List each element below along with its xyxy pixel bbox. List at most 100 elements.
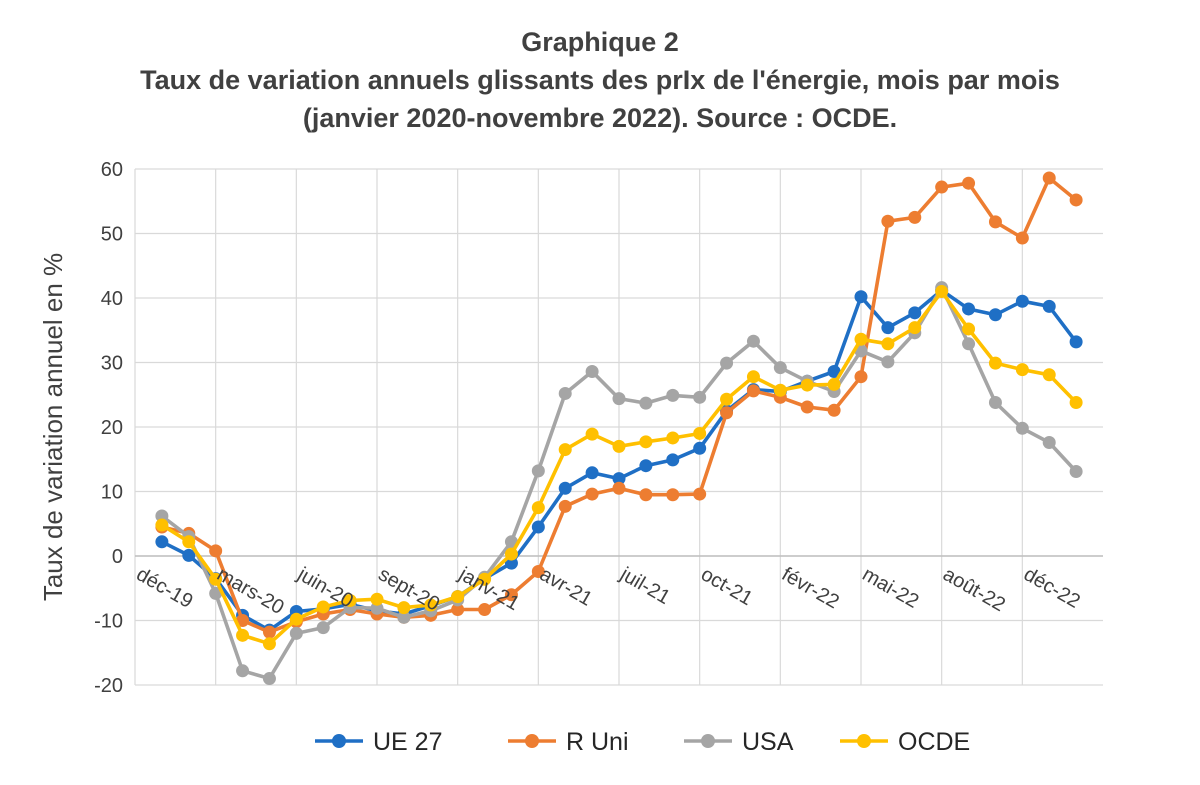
data-point-r-uni [531, 564, 545, 578]
data-point-ue-27 [666, 453, 680, 467]
data-point-r-uni [988, 215, 1002, 229]
legend-label-usa: USA [742, 728, 794, 756]
data-point-r-uni [666, 488, 680, 502]
data-point-ocde [1015, 363, 1029, 377]
data-point-ue-27 [504, 556, 518, 570]
data-point-ue-27 [988, 308, 1002, 322]
legend-marker-usa [701, 734, 715, 748]
data-point-r-uni [908, 210, 922, 224]
data-point-usa [585, 365, 599, 379]
data-point-ue-27 [827, 365, 841, 379]
data-point-ue-27 [1069, 335, 1083, 349]
data-point-r-uni [236, 614, 250, 627]
data-point-ue-27 [182, 548, 196, 562]
data-point-ue-27 [612, 472, 626, 486]
data-point-ue-27 [558, 481, 572, 495]
chart-title-line-2: Taux de variation annuels glissants des … [140, 65, 1060, 95]
data-point-r-uni [451, 603, 465, 617]
data-point-usa [236, 664, 250, 678]
data-point-r-uni [746, 384, 760, 398]
data-point-ue-27 [1042, 299, 1056, 313]
data-point-ue-27 [639, 459, 653, 473]
data-point-usa [881, 355, 895, 369]
data-point-ocde [962, 322, 976, 336]
data-point-ocde [693, 426, 707, 440]
y-tick-label: 20 [101, 417, 123, 439]
data-point-r-uni [478, 603, 492, 617]
data-point-ue-27 [881, 321, 895, 335]
y-tick-label: 40 [101, 288, 123, 310]
data-point-r-uni [558, 499, 572, 513]
data-point-ocde [881, 337, 895, 351]
data-point-usa [397, 610, 411, 624]
data-point-usa [693, 390, 707, 404]
y-tick-labels: -20 -10 0 10 20 30 40 50 60 [94, 159, 123, 697]
data-point-ocde [988, 356, 1002, 370]
data-point-r-uni [209, 544, 223, 558]
data-point-ocde [827, 377, 841, 391]
data-point-usa [262, 672, 276, 686]
legend-marker-ue-27 [332, 734, 346, 748]
data-point-ocde [343, 594, 357, 608]
data-point-r-uni [962, 176, 976, 190]
y-axis-title: Taux de variation annuel en % [38, 253, 68, 601]
data-point-usa [746, 334, 760, 348]
data-point-r-uni [1015, 231, 1029, 245]
data-point-r-uni [693, 487, 707, 501]
data-point-ocde [424, 598, 438, 612]
legend-label-r-uni: R Uni [566, 728, 629, 756]
data-point-ocde [478, 572, 492, 586]
data-point-r-uni [935, 180, 949, 194]
data-point-usa [558, 386, 572, 400]
data-point-r-uni [881, 214, 895, 228]
data-point-usa [1042, 435, 1056, 449]
data-point-usa [639, 396, 653, 410]
y-tick-label: 10 [101, 482, 123, 504]
x-tick-label: mai-22 [859, 563, 923, 613]
data-point-ocde [182, 535, 196, 549]
data-point-ocde [935, 285, 949, 299]
data-point-ocde [720, 392, 734, 406]
data-point-ocde [370, 592, 384, 606]
data-point-ue-27 [531, 520, 545, 534]
data-point-ocde [531, 501, 545, 515]
data-point-ocde [1042, 368, 1056, 382]
x-tick-label: oct-21 [697, 563, 756, 610]
data-point-ocde [908, 321, 922, 335]
y-tick-label: 30 [101, 353, 123, 375]
legend-marker-ocde [857, 734, 871, 748]
data-point-r-uni [639, 488, 653, 502]
data-point-ue-27 [908, 306, 922, 320]
y-tick-label: -20 [94, 675, 123, 697]
data-point-r-uni [827, 403, 841, 417]
x-tick-label: juil-21 [616, 563, 674, 609]
series-ocde [155, 285, 1083, 651]
data-point-usa [612, 392, 626, 406]
data-point-ocde [585, 427, 599, 441]
data-point-usa [209, 586, 223, 600]
legend-label-ocde: OCDE [898, 728, 970, 756]
data-point-r-uni [585, 487, 599, 501]
data-point-ocde [746, 370, 760, 384]
data-point-ue-27 [1015, 294, 1029, 308]
data-point-usa [1015, 421, 1029, 435]
data-point-usa [1069, 465, 1083, 479]
data-point-ocde [773, 383, 787, 397]
data-point-r-uni [504, 588, 518, 602]
data-point-ue-27 [854, 290, 868, 304]
data-point-ocde [397, 601, 411, 615]
x-tick-label: août-22 [939, 563, 1009, 616]
legend: UE 27 R Uni USA OCDE [315, 728, 970, 756]
data-point-r-uni [1042, 171, 1056, 185]
data-point-usa [531, 464, 545, 478]
y-tick-label: 60 [101, 159, 123, 181]
data-point-ue-27 [693, 441, 707, 455]
data-point-ocde [639, 435, 653, 449]
data-point-usa [988, 395, 1002, 409]
data-point-r-uni [854, 370, 868, 384]
data-point-r-uni [720, 406, 734, 420]
data-point-ocde [451, 590, 465, 604]
data-point-usa [666, 388, 680, 402]
data-point-ue-27 [155, 535, 169, 549]
